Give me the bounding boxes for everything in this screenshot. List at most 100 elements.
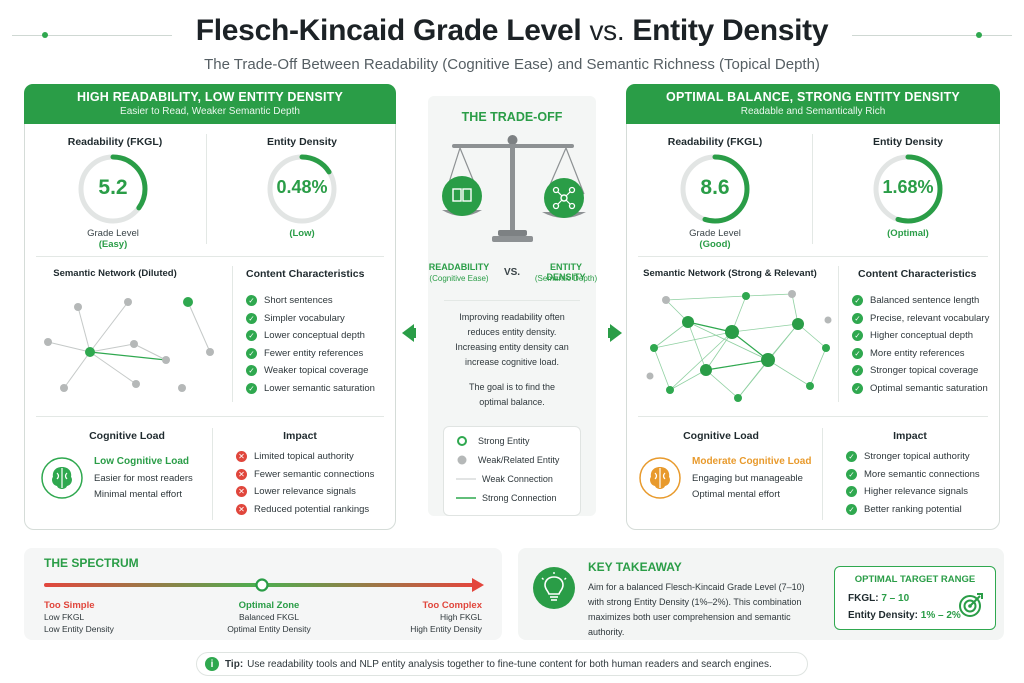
tip-bar: i Tip: Use readability tools and NLP ent… bbox=[196, 652, 808, 676]
left-panel bbox=[24, 84, 396, 530]
weak-entity-icon bbox=[457, 455, 467, 464]
list-item: ✓ Better ranking potential bbox=[846, 501, 996, 519]
tradeoff-left-sub: (Cognitive Ease) bbox=[429, 274, 489, 283]
right-cognitive-level: Moderate Cognitive Load bbox=[692, 456, 812, 467]
right-density-ring bbox=[873, 154, 943, 224]
page-subtitle: The Trade-Off Between Readability (Cogni… bbox=[204, 56, 820, 73]
check-icon: ✓ bbox=[846, 451, 857, 463]
right-impact-title: Impact bbox=[893, 430, 927, 442]
right-semantic-network bbox=[646, 290, 832, 402]
spectrum-bar bbox=[44, 578, 484, 592]
list-item: ✓ Weaker topical coverage bbox=[246, 362, 388, 380]
list-item: ✕ Fewer semantic connections bbox=[236, 466, 386, 484]
left-density-rating: (Low) bbox=[289, 228, 315, 239]
list-item: ✓ Higher conceptual depth bbox=[852, 327, 998, 345]
brain-icon bbox=[41, 457, 83, 499]
tradeoff-left-label: READABILITY bbox=[428, 262, 490, 272]
list-item: ✕ Reduced potential rankings bbox=[236, 501, 386, 519]
right-characteristics-list: ✓ Balanced sentence length ✓ Precise, rele… bbox=[852, 292, 998, 397]
title-vs: vs. bbox=[589, 15, 625, 46]
check-icon: ✓ bbox=[846, 468, 857, 480]
right-readability-rating: (Good) bbox=[699, 239, 731, 250]
tradeoff-right-label: ENTITY DENSITY bbox=[546, 262, 586, 282]
list-item: ✓ Lower semantic saturation bbox=[246, 380, 388, 398]
x-icon: ✕ bbox=[236, 486, 247, 498]
spectrum-left-title: Too Simple bbox=[44, 600, 95, 611]
right-cognitive-title: Cognitive Load bbox=[683, 430, 759, 442]
title-deco-line-left bbox=[12, 35, 172, 36]
left-readability-ring bbox=[78, 154, 148, 224]
left-network-title: Semantic Network (Diluted) bbox=[53, 268, 177, 279]
left-panel-subtitle: Easier to Read, Weaker Semantic Depth bbox=[120, 106, 300, 117]
strong-connection-icon bbox=[456, 496, 476, 499]
check-icon: ✓ bbox=[246, 382, 257, 394]
tradeoff-title: THE TRADE-OFF bbox=[461, 110, 563, 124]
list-item: ✕ Lower relevance signals bbox=[236, 483, 386, 501]
tip-text: Use readability tools and NLP entity ana… bbox=[247, 658, 772, 670]
target-title: OPTIMAL TARGET RANGE bbox=[854, 574, 976, 585]
check-icon: ✓ bbox=[852, 365, 863, 377]
list-item: ✓ Precise, relevant vocabulary bbox=[852, 310, 998, 328]
page-title: Flesch-Kincaid Grade Level vs. Entity De… bbox=[0, 14, 1024, 48]
left-cognitive-line-1: Easier for most readers bbox=[94, 473, 193, 484]
left-impact-title: Impact bbox=[283, 430, 317, 442]
title-end: Entity Density bbox=[632, 14, 829, 47]
spectrum-marker bbox=[255, 578, 269, 592]
left-characteristics-list: ✓ Short sentences ✓ Simpler vocabulary ✓ Lo… bbox=[246, 292, 388, 397]
tip-label: Tip: bbox=[225, 658, 244, 670]
list-item: ✓ Stronger topical authority bbox=[846, 448, 996, 466]
list-item: ✓ Stronger topical coverage bbox=[852, 362, 998, 380]
title-deco-line-right bbox=[852, 35, 1012, 36]
check-icon: ✓ bbox=[852, 312, 863, 324]
x-icon: ✕ bbox=[236, 468, 247, 480]
check-icon: ✓ bbox=[846, 486, 857, 498]
tradeoff-right-sub: (Semantic Depth) bbox=[534, 274, 598, 283]
x-icon: ✕ bbox=[236, 503, 247, 515]
spectrum-mid-line-2: Optimal Entity Density bbox=[227, 624, 311, 634]
right-readability-ring bbox=[680, 154, 750, 224]
legend-strong-connection: Strong Connection bbox=[444, 488, 580, 507]
arrow-right-icon bbox=[608, 324, 622, 342]
check-icon: ✓ bbox=[246, 365, 257, 377]
right-density-rating: (Optimal) bbox=[887, 228, 929, 239]
left-panel-header: HIGH READABILITY, LOW ENTITY DENSITY Eas… bbox=[24, 84, 396, 124]
title-main: Flesch-Kincaid Grade Level bbox=[195, 14, 582, 47]
x-icon: ✕ bbox=[236, 451, 247, 463]
list-item: ✓ Lower conceptual depth bbox=[246, 327, 388, 345]
list-item: ✓ Balanced sentence length bbox=[852, 292, 998, 310]
left-cognitive-line-2: Minimal mental effort bbox=[94, 489, 182, 500]
list-item: ✓ Fewer entity references bbox=[246, 345, 388, 363]
right-density-value: 1.68% bbox=[882, 177, 934, 197]
right-panel-subtitle: Readable and Semantically Rich bbox=[740, 106, 886, 117]
right-readability-value: 8.6 bbox=[700, 176, 730, 199]
brain-icon bbox=[639, 457, 681, 499]
spectrum-right-title: Too Complex bbox=[422, 600, 482, 611]
left-readability-value: 5.2 bbox=[98, 176, 128, 199]
right-density-label: Entity Density bbox=[872, 136, 943, 148]
check-icon: ✓ bbox=[246, 347, 257, 359]
right-characteristics-title: Content Characteristics bbox=[858, 268, 977, 280]
right-panel-header: OPTIMAL BALANCE, STRONG ENTITY DENSITY R… bbox=[626, 84, 1000, 124]
spectrum-right-line-2: High Entity Density bbox=[410, 624, 482, 634]
check-icon: ✓ bbox=[246, 330, 257, 342]
check-icon: ✓ bbox=[852, 330, 863, 342]
right-cognitive-line-2: Optimal mental effort bbox=[692, 489, 781, 500]
legend-weak-connection: Weak Connection bbox=[444, 469, 580, 488]
arrow-left-icon bbox=[402, 324, 416, 342]
spectrum-mid-title: Optimal Zone bbox=[238, 600, 300, 611]
check-icon: ✓ bbox=[852, 347, 863, 359]
check-icon: ✓ bbox=[846, 503, 857, 515]
right-cognitive-line-1: Engaging but manageable bbox=[692, 473, 803, 484]
target-fkgl: FKGL: 7 – 10 bbox=[848, 593, 910, 604]
title-deco-dot-left bbox=[42, 32, 48, 38]
takeaway-title: KEY TAKEAWAY bbox=[588, 560, 682, 574]
list-item: ✓ More entity references bbox=[852, 345, 998, 363]
left-characteristics-title: Content Characteristics bbox=[246, 268, 365, 280]
network-legend: Strong Entity Weak/Related Entity Weak C… bbox=[443, 426, 581, 516]
strong-entity-icon bbox=[457, 435, 467, 446]
left-cognitive-title: Cognitive Load bbox=[89, 430, 165, 442]
tradeoff-vs: VS. bbox=[503, 267, 521, 278]
left-readability-caption: Grade Level bbox=[87, 228, 139, 239]
check-icon: ✓ bbox=[246, 295, 257, 307]
weak-connection-icon bbox=[456, 478, 476, 479]
